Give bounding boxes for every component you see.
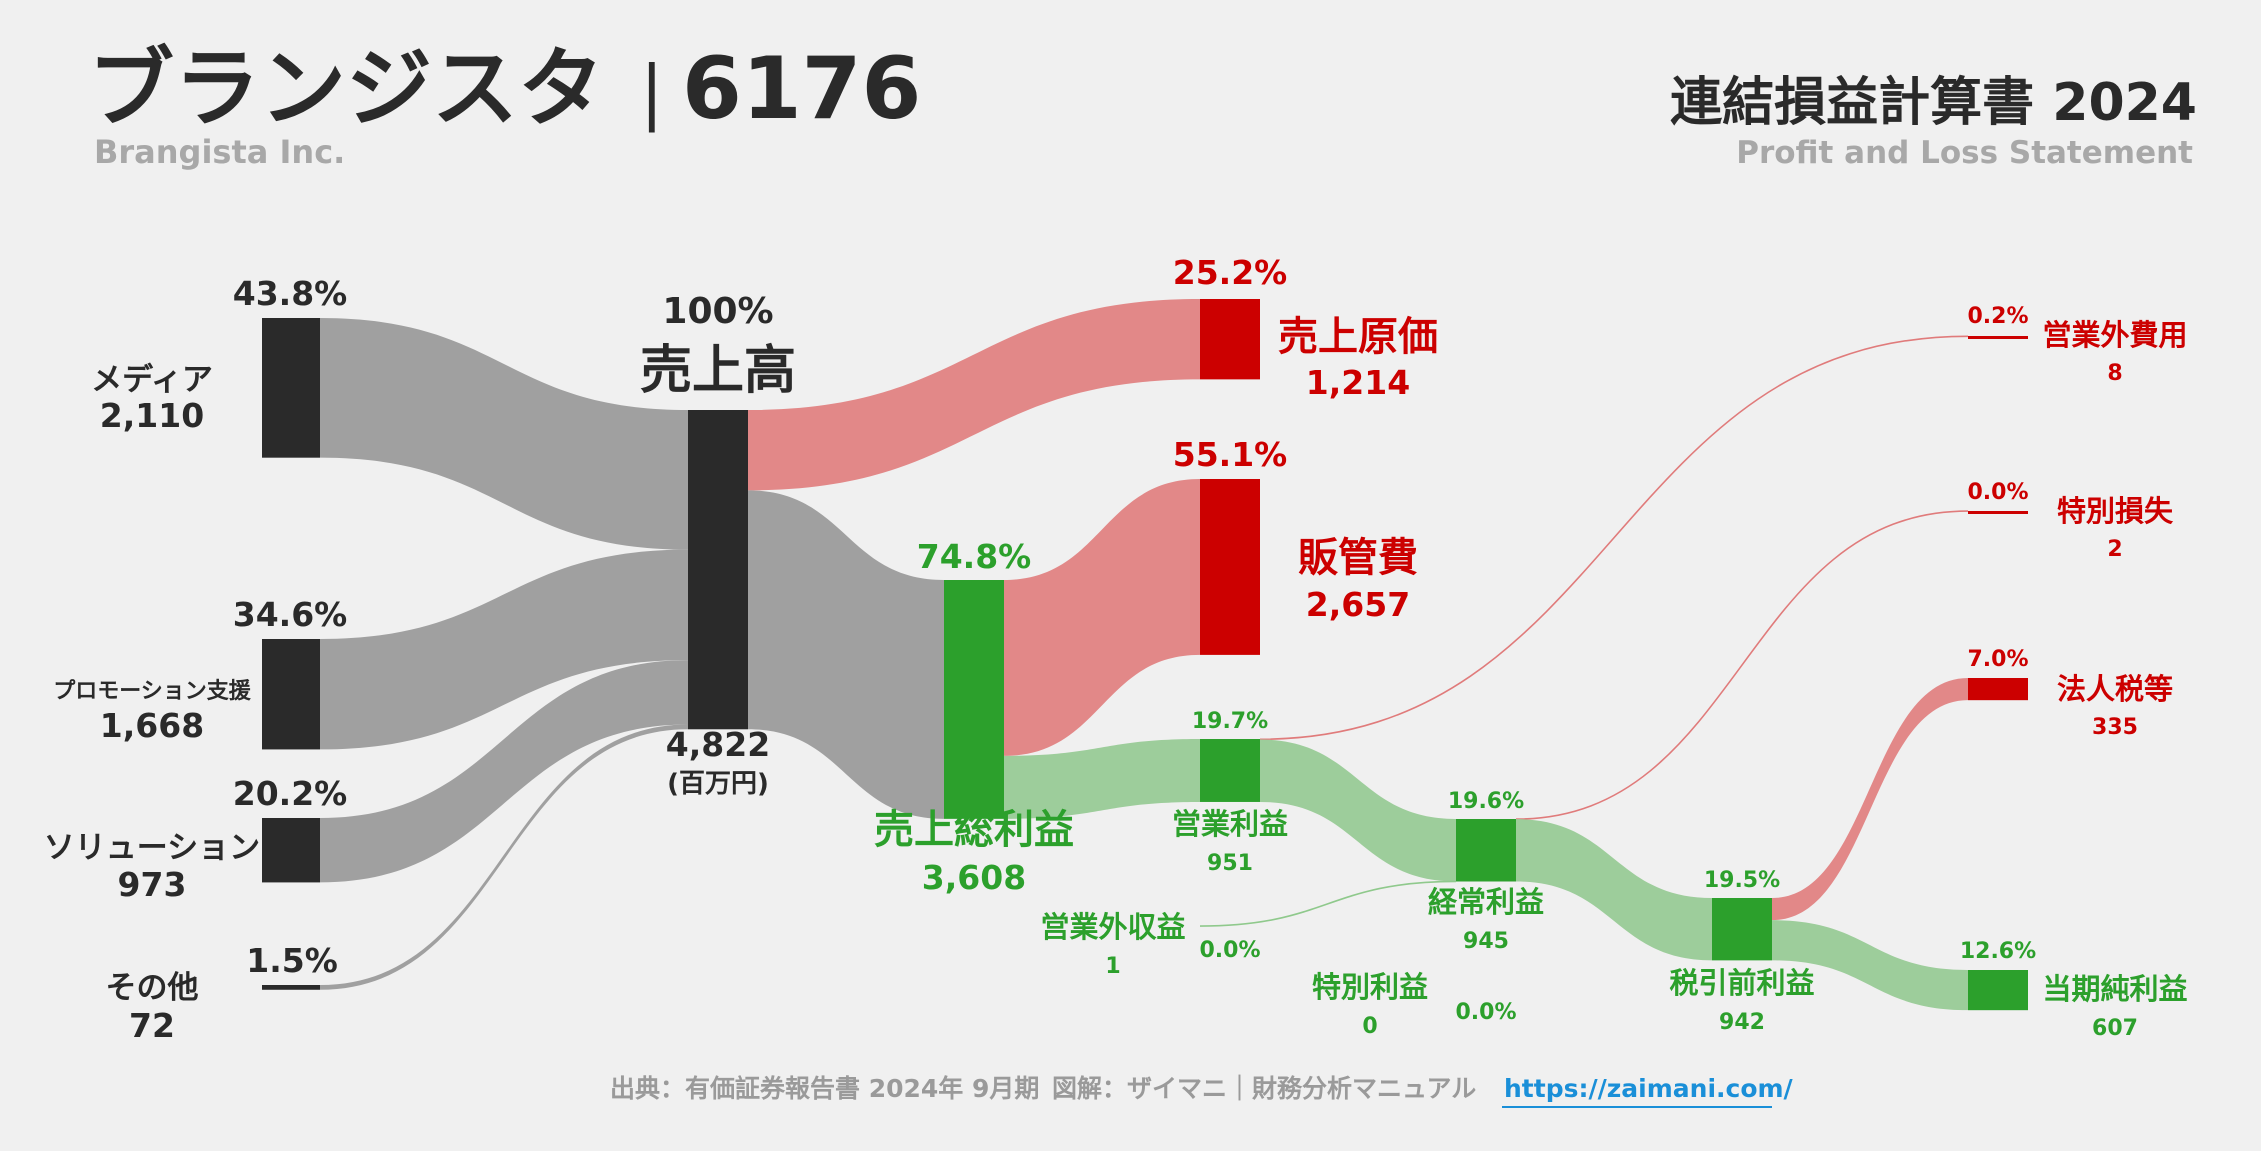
label-ord-pct: 19.6% bbox=[1448, 789, 1524, 814]
label-promo-pct: 34.6% bbox=[233, 595, 348, 634]
label-revenue-label: 売上高 bbox=[640, 341, 796, 401]
label-revenue-pct: 100% bbox=[662, 291, 773, 332]
label-other-label: その他 bbox=[106, 970, 199, 1006]
footer-credit: 図解：ザイマニ｜財務分析マニュアル bbox=[1052, 1074, 1476, 1103]
label-media-pct: 43.8% bbox=[233, 274, 348, 313]
label-other-pct: 1.5% bbox=[246, 941, 338, 980]
label-nonop_inc-value: 1 bbox=[1105, 954, 1120, 979]
statement-title: 連結損益計算書 2024 bbox=[1670, 73, 2197, 133]
label-pretax-label: 税引前利益 bbox=[1669, 966, 1814, 1000]
flow-solution-to-revenue bbox=[320, 660, 688, 883]
node-sga bbox=[1200, 479, 1260, 655]
flow-other-to-revenue bbox=[320, 724, 688, 990]
label-promo-label: プロモーション支援 bbox=[53, 679, 252, 704]
label-ext_gain-label: 特別利益 bbox=[1312, 970, 1428, 1004]
title-separator: | bbox=[640, 51, 664, 133]
label-cogs-label: 売上原価 bbox=[1278, 314, 1438, 360]
label-solution-pct: 20.2% bbox=[233, 774, 348, 813]
flow-revenue-to-gross bbox=[748, 490, 944, 819]
label-media-label: メディア bbox=[91, 362, 213, 398]
label-ext_gain-value: 0 bbox=[1362, 1014, 1377, 1039]
node-other bbox=[262, 985, 320, 990]
label-net-value: 607 bbox=[2092, 1016, 2138, 1041]
label-revenue-value: 4,822 bbox=[666, 725, 770, 764]
node-gross bbox=[944, 580, 1004, 819]
node-promo bbox=[262, 639, 320, 750]
label-ord-label: 経常利益 bbox=[1428, 885, 1544, 919]
label-gross-label: 売上総利益 bbox=[874, 807, 1074, 853]
label-ext_loss-pct: 0.0% bbox=[1967, 480, 2028, 505]
header: ブランジスタ | 6176 Brangista Inc. 連結損益計算書 202… bbox=[88, 39, 2197, 171]
flow-pretax-to-net bbox=[1772, 920, 1968, 1011]
flow-media-to-revenue bbox=[320, 318, 688, 550]
label-pretax-pct: 19.5% bbox=[1704, 868, 1780, 893]
flow-promo-to-revenue bbox=[320, 549, 688, 750]
flow-op-to-nonop_exp bbox=[1259, 335, 1969, 741]
node-cogs bbox=[1200, 299, 1260, 380]
footer: 出典：有価証券報告書 2024年 9月期 図解：ザイマニ｜財務分析マニュアル h… bbox=[610, 1074, 1794, 1108]
node-net bbox=[1968, 970, 2028, 1011]
flow-gross-to-sga bbox=[1004, 479, 1200, 756]
footer-url-link[interactable]: https://zaimani.com/ bbox=[1504, 1074, 1794, 1103]
node-media bbox=[262, 318, 320, 458]
label-cogs-value: 1,214 bbox=[1306, 363, 1410, 402]
company-name-en: Brangista Inc. bbox=[94, 133, 345, 171]
label-promo-value: 1,668 bbox=[100, 706, 204, 745]
node-tax bbox=[1968, 678, 2028, 701]
label-op-value: 951 bbox=[1207, 851, 1253, 876]
label-sga-pct: 55.1% bbox=[1173, 435, 1288, 474]
label-gross-pct: 74.8% bbox=[917, 537, 1032, 576]
label-solution-value: 973 bbox=[118, 865, 187, 904]
node-ext_gain bbox=[1410, 1010, 1450, 1013]
flow-pretax-to-tax bbox=[1772, 678, 1968, 921]
label-ord-value: 945 bbox=[1463, 929, 1509, 954]
label-net-label: 当期純利益 bbox=[2042, 972, 2187, 1006]
label-ext_loss-label: 特別損失 bbox=[2057, 494, 2174, 528]
stock-code: 6176 bbox=[682, 39, 921, 139]
label-other-value: 72 bbox=[129, 1006, 175, 1045]
node-nonop_exp bbox=[1968, 336, 2028, 339]
label-sga-label: 販管費 bbox=[1298, 535, 1418, 581]
label-tax-pct: 7.0% bbox=[1967, 647, 2028, 672]
node-solution bbox=[262, 818, 320, 883]
label-net-pct: 12.6% bbox=[1960, 939, 2036, 964]
label-nonop_exp-pct: 0.2% bbox=[1967, 304, 2028, 329]
flow-op-to-ord bbox=[1260, 739, 1456, 882]
label-tax-label: 法人税等 bbox=[2057, 672, 2173, 706]
node-ord bbox=[1456, 819, 1516, 882]
label-tax-value: 335 bbox=[2092, 715, 2138, 740]
node-revenue bbox=[688, 410, 748, 730]
label-ext_loss-value: 2 bbox=[2107, 537, 2122, 562]
label-nonop_exp-label: 営業外費用 bbox=[2042, 318, 2187, 352]
label-gross-value: 3,608 bbox=[922, 858, 1026, 897]
label-op-label: 営業利益 bbox=[1172, 807, 1288, 841]
flow-nonop_inc-to-ord bbox=[1199, 880, 1457, 927]
label-media-value: 2,110 bbox=[100, 396, 204, 435]
label-pretax-value: 942 bbox=[1719, 1010, 1765, 1035]
company-name: ブランジスタ bbox=[88, 39, 604, 139]
unit-label: (百万円) bbox=[667, 769, 769, 799]
label-nonop_inc-pct: 0.0% bbox=[1199, 938, 1260, 963]
label-solution-label: ソリューション bbox=[44, 830, 260, 866]
label-nonop_exp-value: 8 bbox=[2107, 361, 2122, 386]
statement-title-en: Profit and Loss Statement bbox=[1736, 135, 2193, 171]
node-pretax bbox=[1712, 898, 1772, 961]
label-sga-value: 2,657 bbox=[1306, 585, 1410, 624]
footer-source: 出典：有価証券報告書 2024年 9月期 bbox=[610, 1074, 1039, 1103]
sankey-labels: 43.8%メディア2,11034.6%プロモーション支援1,66820.2%ソリ… bbox=[44, 253, 2188, 1045]
label-cogs-pct: 25.2% bbox=[1173, 253, 1288, 292]
flow-gross-to-op bbox=[1004, 739, 1200, 819]
flow-ord-to-pretax bbox=[1516, 819, 1712, 961]
label-op-pct: 19.7% bbox=[1192, 709, 1268, 734]
label-nonop_inc-label: 営業外収益 bbox=[1040, 910, 1185, 944]
label-ext_gain-pct: 0.0% bbox=[1455, 1000, 1516, 1025]
sankey-links bbox=[320, 299, 1969, 1011]
node-ext_loss bbox=[1968, 511, 2028, 514]
node-op bbox=[1200, 739, 1260, 802]
sankey-nodes bbox=[262, 299, 2028, 1013]
flow-revenue-to-cogs bbox=[748, 299, 1200, 491]
flow-ord-to-ext_loss bbox=[1515, 510, 1969, 820]
